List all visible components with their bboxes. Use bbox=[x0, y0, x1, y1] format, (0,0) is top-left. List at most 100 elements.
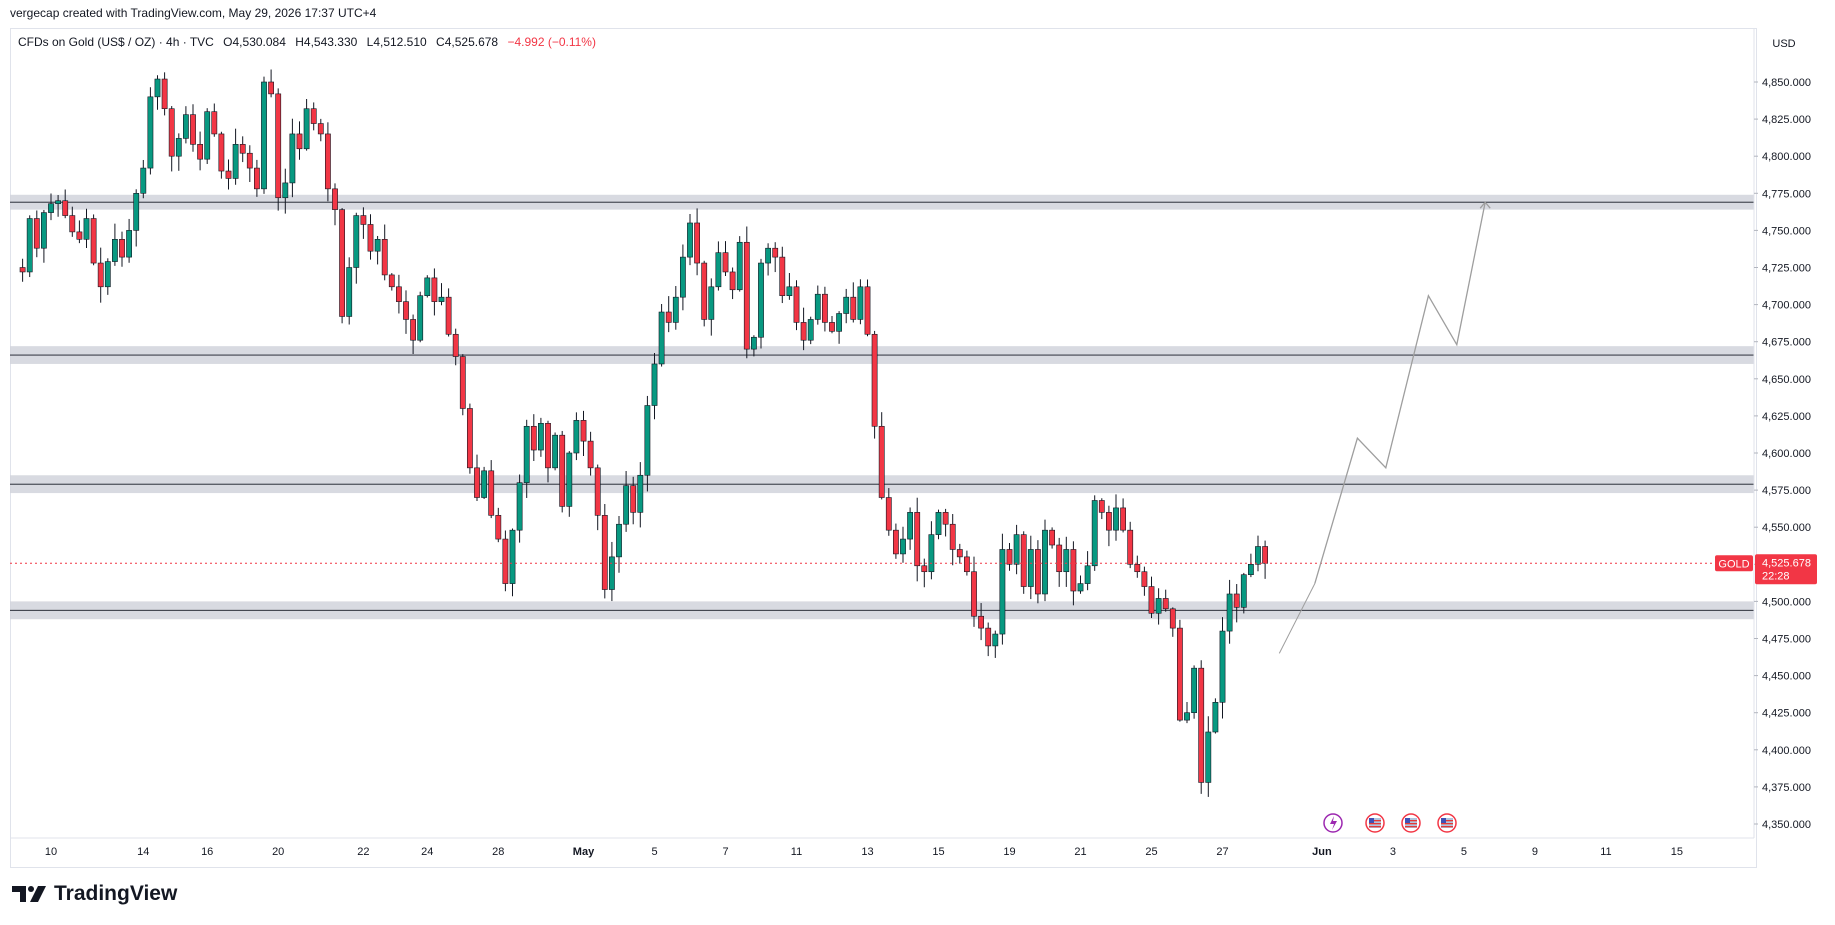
candle-up bbox=[346, 267, 353, 317]
currency-label[interactable]: USD bbox=[1772, 38, 1796, 50]
us-flag-icon-stripe bbox=[1441, 820, 1453, 822]
candle-down bbox=[119, 239, 125, 258]
candle-up bbox=[1240, 574, 1247, 608]
price-tick-label: 4,775.000 bbox=[1762, 188, 1811, 200]
symbol-tag-bg bbox=[1715, 555, 1753, 572]
candle-down bbox=[779, 256, 786, 296]
candle-down bbox=[892, 529, 899, 555]
candle-up bbox=[126, 230, 132, 258]
candle-down bbox=[1134, 563, 1141, 573]
candle-down bbox=[431, 277, 438, 302]
symbol-tag-label: GOLD bbox=[1718, 558, 1749, 570]
price-tick-label: 4,400.000 bbox=[1762, 745, 1811, 757]
candle-down bbox=[985, 627, 992, 647]
candle-down bbox=[495, 515, 502, 540]
price-tag-bg bbox=[1755, 554, 1817, 585]
candle-down bbox=[367, 224, 374, 252]
candle-up bbox=[1077, 583, 1084, 592]
candle-down bbox=[97, 262, 104, 288]
candle-down bbox=[1262, 546, 1268, 564]
time-tick-label: 7 bbox=[722, 846, 728, 858]
legend-symbol: CFDs on Gold (US$ / OZ) · 4h · TVC bbox=[18, 35, 214, 49]
candle-up bbox=[644, 405, 651, 476]
candle-down bbox=[545, 423, 551, 469]
candle-up bbox=[1219, 630, 1226, 703]
candle-up bbox=[900, 538, 906, 555]
candle-down bbox=[1233, 593, 1240, 608]
candle-up bbox=[1091, 500, 1098, 567]
candle-down bbox=[33, 218, 40, 249]
candle-down bbox=[275, 93, 282, 199]
price-tick-label: 4,650.000 bbox=[1762, 374, 1811, 386]
candle-up bbox=[658, 311, 665, 365]
candle-down bbox=[1162, 598, 1169, 610]
candle-down bbox=[1070, 549, 1077, 592]
candle-up bbox=[1205, 731, 1212, 783]
candle-down bbox=[949, 523, 956, 550]
candle-up bbox=[147, 96, 154, 169]
price-tick-label: 4,475.000 bbox=[1762, 634, 1811, 646]
price-tag-countdown: 22:28 bbox=[1762, 570, 1790, 582]
candle-up bbox=[623, 485, 629, 525]
candle-down bbox=[821, 293, 828, 323]
candle-up bbox=[48, 203, 54, 213]
tradingview-logo[interactable]: TradingView bbox=[12, 882, 177, 906]
price-tick-label: 4,350.000 bbox=[1762, 819, 1811, 831]
price-tick-label: 4,375.000 bbox=[1762, 782, 1811, 794]
candle-down bbox=[324, 133, 331, 190]
candle-down bbox=[630, 485, 637, 513]
us-flag-icon-canton bbox=[1405, 818, 1410, 823]
candle-down bbox=[885, 497, 892, 531]
candle-down bbox=[310, 108, 317, 124]
zone-layer bbox=[10, 194, 1754, 620]
candle-up bbox=[814, 293, 821, 320]
time-tick-label: 14 bbox=[137, 846, 149, 858]
candle-down bbox=[296, 133, 303, 150]
candle-up bbox=[154, 78, 161, 98]
candle-up bbox=[672, 296, 679, 323]
us-flag-icon-stripe bbox=[1369, 820, 1381, 822]
candle-up bbox=[1042, 529, 1048, 595]
ohlc-legend: CFDs on Gold (US$ / OZ) · 4h · TVC O4,53… bbox=[18, 35, 602, 49]
chart-attribution: vergecap created with TradingView.com, M… bbox=[10, 6, 377, 20]
candle-up bbox=[857, 286, 864, 320]
candle-up bbox=[438, 296, 445, 302]
price-tick-label: 4,575.000 bbox=[1762, 485, 1811, 497]
chart-frame[interactable] bbox=[10, 28, 1757, 868]
candle-up bbox=[204, 111, 211, 160]
time-tick-label: 28 bbox=[492, 846, 504, 858]
candle-up bbox=[1248, 563, 1254, 575]
candle-up bbox=[303, 108, 310, 150]
candle-down bbox=[1169, 608, 1176, 629]
candle-down bbox=[339, 209, 345, 317]
candle-up bbox=[516, 482, 523, 531]
time-tick-label: 25 bbox=[1145, 846, 1157, 858]
candle-down bbox=[317, 123, 324, 135]
legend-change: −4.992 (−0.11%) bbox=[507, 35, 596, 49]
candle-down bbox=[403, 301, 409, 320]
candle-down bbox=[1177, 627, 1183, 721]
candle-down bbox=[69, 215, 76, 233]
candle-up bbox=[282, 182, 289, 199]
candle-up bbox=[353, 215, 360, 268]
candle-down bbox=[381, 239, 388, 276]
time-axis: 10 14 16 20 22 24 28 May 5 7 11 13 15 19 21 25 27 Jun 3 5 9 1… bbox=[10, 837, 1754, 858]
time-tick-label: 24 bbox=[421, 846, 433, 858]
time-tick-label: 16 bbox=[201, 846, 213, 858]
candle-up bbox=[1226, 593, 1233, 632]
candle-up bbox=[83, 218, 90, 240]
candle-up bbox=[765, 247, 771, 264]
price-tick-label: 4,450.000 bbox=[1762, 671, 1811, 683]
price-tick-label: 4,500.000 bbox=[1762, 596, 1811, 608]
time-tick-label: 21 bbox=[1074, 846, 1086, 858]
candle-up bbox=[552, 434, 558, 469]
price-tick-label: 4,800.000 bbox=[1762, 151, 1811, 163]
candle-up bbox=[616, 523, 622, 558]
projection-lead bbox=[1278, 583, 1316, 654]
time-tick-label: 11 bbox=[791, 846, 802, 858]
candle-down bbox=[395, 286, 402, 302]
us-flag-icon-stripe bbox=[1369, 823, 1381, 825]
legend-open: O4,530.084 bbox=[223, 35, 286, 49]
candle-up bbox=[566, 452, 573, 507]
